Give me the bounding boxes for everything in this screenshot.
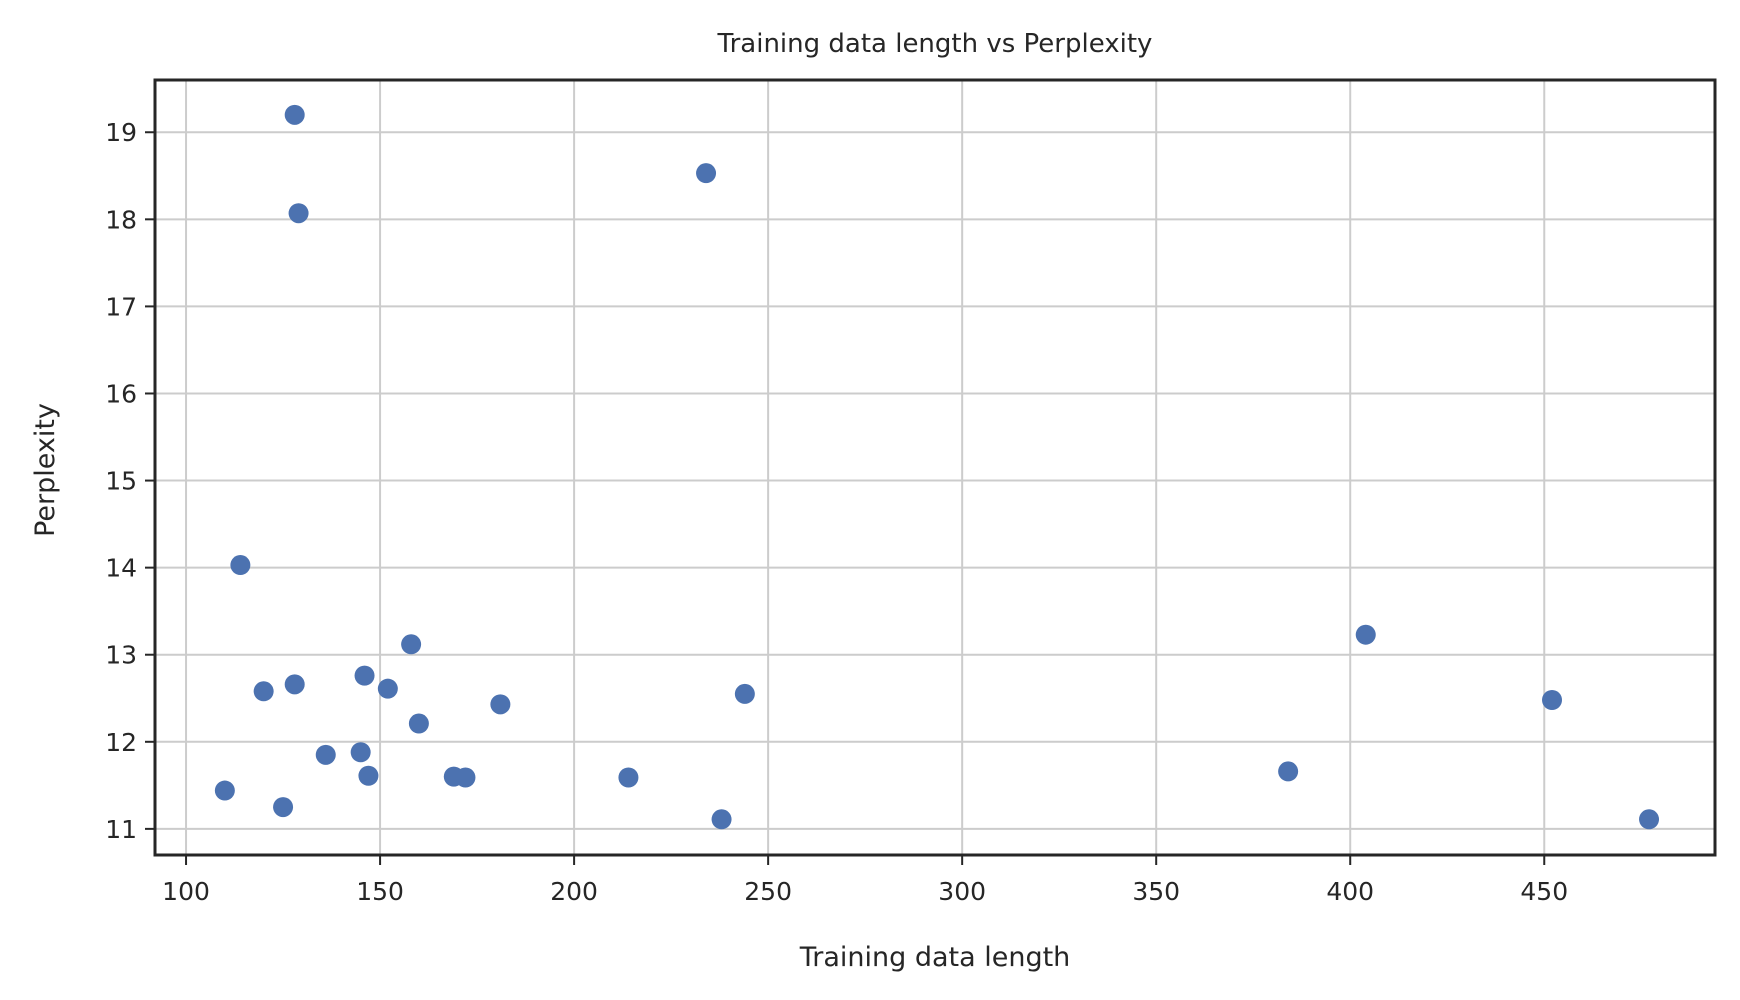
x-tick-label: 450 — [1520, 877, 1568, 906]
data-point — [284, 104, 305, 125]
data-point — [288, 203, 309, 224]
data-point — [230, 555, 251, 576]
data-point — [618, 767, 639, 788]
y-tick-label: 17 — [105, 292, 137, 321]
data-point — [1278, 761, 1299, 782]
data-point — [1355, 624, 1376, 645]
data-point — [253, 681, 274, 702]
x-tick-label: 300 — [938, 877, 986, 906]
data-point — [1542, 690, 1563, 710]
axis-ticks: 100 150 200 250 300 350 400 450 11 12 13 14 15 16 17 18… — [105, 118, 1568, 906]
data-points — [214, 104, 1660, 830]
data-point — [354, 665, 375, 686]
data-point — [711, 809, 732, 830]
data-point — [350, 742, 371, 763]
y-tick-label: 19 — [105, 118, 137, 147]
data-point — [315, 744, 336, 765]
data-point — [401, 634, 422, 655]
y-tick-label: 15 — [105, 467, 137, 496]
x-axis-label: Training data length — [799, 942, 1071, 973]
data-point — [696, 163, 717, 184]
y-tick-label: 14 — [105, 554, 137, 583]
data-point — [273, 797, 294, 818]
data-point — [734, 683, 755, 704]
data-point — [455, 767, 476, 788]
y-axis-label: Perplexity — [30, 403, 61, 537]
grid — [155, 80, 1715, 855]
x-tick-label: 400 — [1326, 877, 1374, 906]
x-tick-label: 250 — [744, 877, 792, 906]
y-tick-label: 16 — [105, 379, 137, 408]
data-point — [408, 713, 429, 734]
y-tick-label: 13 — [105, 641, 137, 670]
x-tick-label: 100 — [162, 877, 210, 906]
y-tick-label: 12 — [105, 728, 137, 757]
data-point — [214, 780, 235, 801]
plot-frame — [153, 78, 1717, 857]
data-point — [358, 765, 379, 786]
y-tick-label: 18 — [105, 205, 137, 234]
y-tick-label: 11 — [105, 815, 137, 844]
data-point — [1639, 809, 1660, 830]
x-tick-label: 150 — [356, 877, 404, 906]
x-tick-label: 350 — [1132, 877, 1180, 906]
data-point — [284, 674, 305, 695]
data-point — [490, 694, 511, 715]
x-tick-label: 200 — [550, 877, 598, 906]
chart-title: Training data length vs Perplexity — [717, 29, 1153, 59]
data-point — [377, 678, 398, 699]
